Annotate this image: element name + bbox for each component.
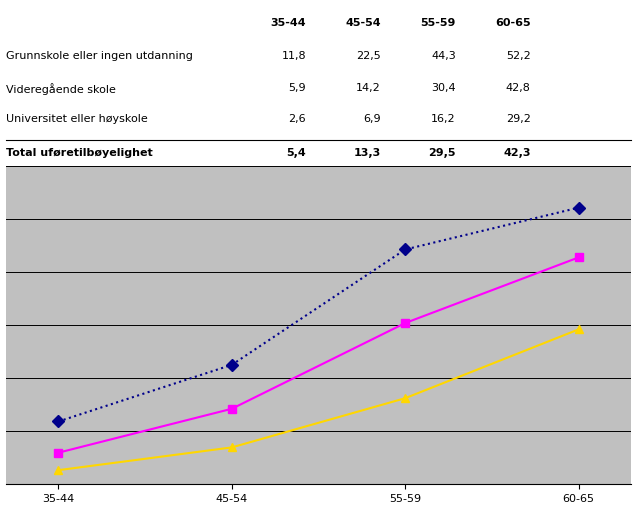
Grunnskole eller ingen
utdanning: [575, 205, 582, 211]
Text: 30,4: 30,4: [431, 83, 456, 93]
Videregående skole: [575, 254, 582, 260]
Line: Videregående skole: Videregående skole: [54, 253, 583, 457]
Text: 42,3: 42,3: [503, 148, 531, 158]
Line: Universitet eller høyskole: Universitet eller høyskole: [54, 325, 583, 474]
Universitet eller høyskole: [228, 444, 236, 451]
Videregående skole: [228, 406, 236, 412]
Text: 29,5: 29,5: [428, 148, 456, 158]
Text: Total uføretilbøyelighet: Total uføretilbøyelighet: [6, 148, 153, 158]
Text: Grunnskole eller ingen utdanning: Grunnskole eller ingen utdanning: [6, 51, 193, 61]
Text: 52,2: 52,2: [506, 51, 531, 61]
Universitet eller høyskole: [575, 326, 582, 332]
Text: 29,2: 29,2: [506, 115, 531, 125]
Text: 22,5: 22,5: [356, 51, 381, 61]
Text: 35-44: 35-44: [270, 18, 306, 28]
Text: 11,8: 11,8: [282, 51, 306, 61]
Text: 44,3: 44,3: [431, 51, 456, 61]
Text: 13,3: 13,3: [354, 148, 381, 158]
Text: 2,6: 2,6: [289, 115, 306, 125]
Grunnskole eller ingen
utdanning: [401, 246, 409, 252]
Grunnskole eller ingen
utdanning: [55, 418, 62, 424]
Text: 6,9: 6,9: [363, 115, 381, 125]
Text: 16,2: 16,2: [431, 115, 456, 125]
Text: 60-65: 60-65: [495, 18, 531, 28]
Videregående skole: [401, 320, 409, 326]
Text: 5,4: 5,4: [286, 148, 306, 158]
Text: 14,2: 14,2: [356, 83, 381, 93]
Line: Grunnskole eller ingen
utdanning: Grunnskole eller ingen utdanning: [54, 204, 583, 426]
Grunnskole eller ingen
utdanning: [228, 362, 236, 368]
Text: Videregående skole: Videregående skole: [6, 83, 116, 95]
Universitet eller høyskole: [55, 467, 62, 473]
Text: 5,9: 5,9: [289, 83, 306, 93]
Videregående skole: [55, 450, 62, 456]
Text: 42,8: 42,8: [506, 83, 531, 93]
Text: Universitet eller høyskole: Universitet eller høyskole: [6, 115, 148, 125]
Text: 45-54: 45-54: [345, 18, 381, 28]
Universitet eller høyskole: [401, 395, 409, 401]
Text: 55-59: 55-59: [420, 18, 456, 28]
